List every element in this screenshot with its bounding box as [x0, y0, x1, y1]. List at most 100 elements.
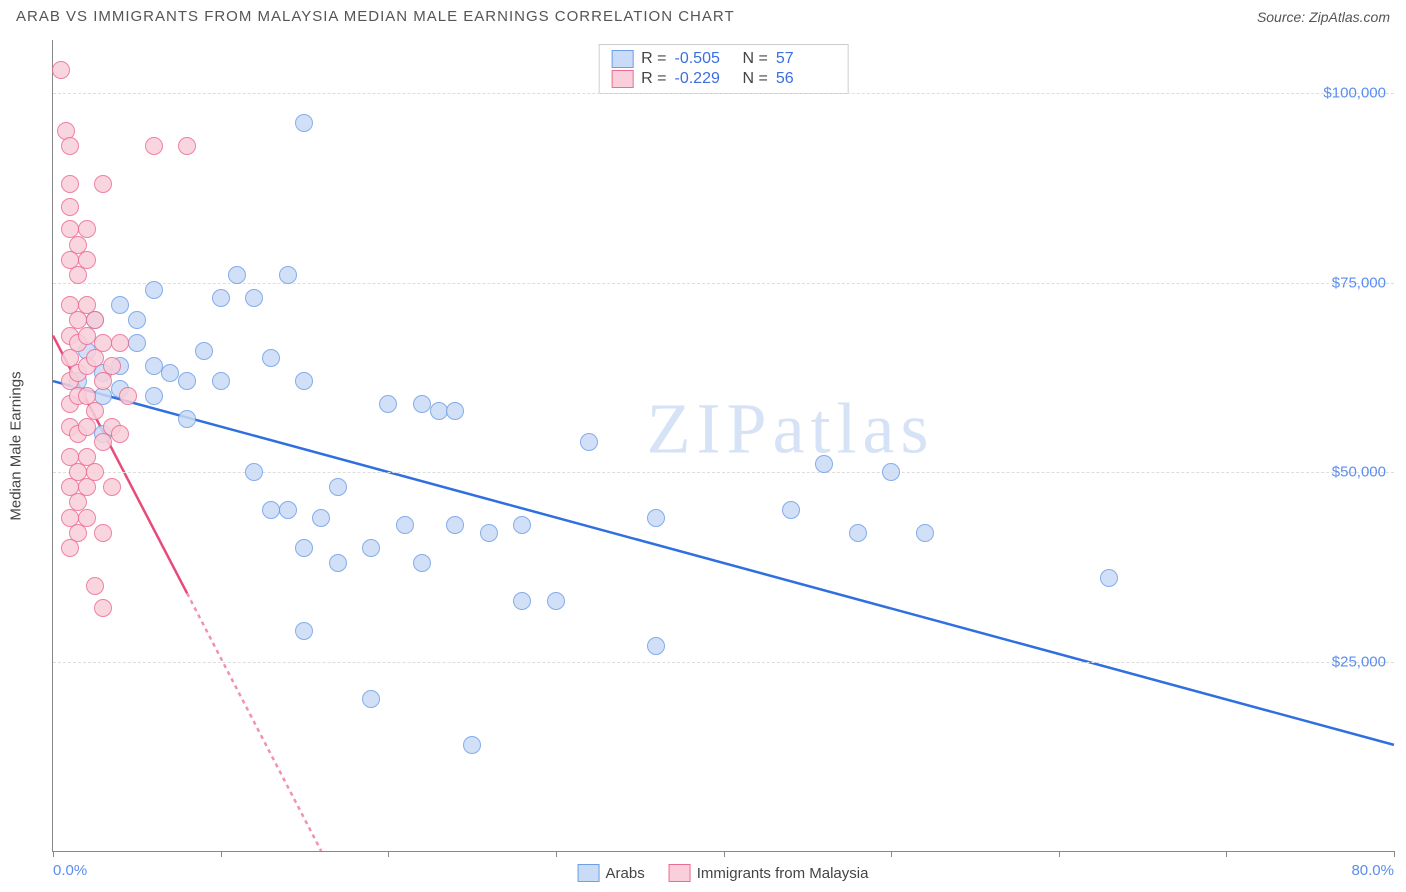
data-point	[86, 311, 104, 329]
stats-r-label: R =	[641, 50, 666, 68]
data-point	[228, 266, 246, 284]
data-point	[279, 266, 297, 284]
gridline	[53, 283, 1394, 284]
data-point	[329, 478, 347, 496]
x-axis-start-label: 0.0%	[53, 862, 87, 879]
stats-n-value: 56	[776, 70, 836, 88]
data-point	[312, 509, 330, 527]
data-point	[547, 592, 565, 610]
x-tick	[53, 851, 54, 857]
data-point	[94, 599, 112, 617]
data-point	[379, 395, 397, 413]
legend-label-malaysia: Immigrants from Malaysia	[697, 865, 869, 882]
trend-lines-layer	[53, 40, 1394, 851]
stats-n-value: 57	[776, 50, 836, 68]
data-point	[195, 342, 213, 360]
data-point	[446, 402, 464, 420]
data-point	[396, 516, 414, 534]
data-point	[145, 137, 163, 155]
data-point	[52, 61, 70, 79]
data-point	[245, 463, 263, 481]
chart-area: ZIPatlas R =-0.505N =57R =-0.229N =56 $2…	[52, 40, 1394, 852]
stats-r-label: R =	[641, 70, 666, 88]
gridline	[53, 662, 1394, 663]
data-point	[580, 433, 598, 451]
data-point	[329, 554, 347, 572]
data-point	[362, 690, 380, 708]
stats-n-label: N =	[743, 70, 768, 88]
data-point	[103, 357, 121, 375]
data-point	[111, 425, 129, 443]
data-point	[178, 410, 196, 428]
x-tick	[1394, 851, 1395, 857]
data-point	[815, 455, 833, 473]
data-point	[161, 364, 179, 382]
data-point	[295, 372, 313, 390]
data-point	[61, 198, 79, 216]
plot-area: ZIPatlas R =-0.505N =57R =-0.229N =56 $2…	[52, 40, 1394, 852]
data-point	[178, 137, 196, 155]
data-point	[78, 220, 96, 238]
stats-row: R =-0.229N =56	[611, 69, 836, 89]
data-point	[413, 554, 431, 572]
legend-item-arabs: Arabs	[578, 864, 645, 882]
x-tick	[891, 851, 892, 857]
stats-r-value: -0.505	[675, 50, 735, 68]
legend-swatch-malaysia	[669, 864, 691, 882]
data-point	[128, 334, 146, 352]
y-axis-title: Median Male Earnings	[8, 371, 25, 520]
data-point	[78, 251, 96, 269]
data-point	[463, 736, 481, 754]
data-point	[145, 357, 163, 375]
data-point	[145, 281, 163, 299]
data-point	[245, 289, 263, 307]
data-point	[178, 372, 196, 390]
data-point	[882, 463, 900, 481]
y-tick-label: $75,000	[1332, 274, 1386, 291]
data-point	[362, 539, 380, 557]
data-point	[86, 463, 104, 481]
data-point	[782, 501, 800, 519]
chart-title: ARAB VS IMMIGRANTS FROM MALAYSIA MEDIAN …	[16, 8, 735, 25]
data-point	[1100, 569, 1118, 587]
source-attribution: Source: ZipAtlas.com	[1257, 9, 1390, 25]
data-point	[262, 349, 280, 367]
x-tick	[1059, 851, 1060, 857]
x-tick	[724, 851, 725, 857]
data-point	[212, 372, 230, 390]
legend-swatch-arabs	[578, 864, 600, 882]
stats-swatch	[611, 70, 633, 88]
data-point	[849, 524, 867, 542]
legend-label-arabs: Arabs	[606, 865, 645, 882]
stats-n-label: N =	[743, 50, 768, 68]
gridline	[53, 93, 1394, 94]
x-axis-end-label: 80.0%	[1351, 862, 1394, 879]
data-point	[647, 637, 665, 655]
data-point	[111, 334, 129, 352]
data-point	[413, 395, 431, 413]
data-point	[262, 501, 280, 519]
legend: Arabs Immigrants from Malaysia	[578, 864, 869, 882]
stats-row: R = -0.505 N = 57	[611, 49, 836, 69]
y-tick-label: $100,000	[1323, 85, 1386, 102]
data-point	[111, 296, 129, 314]
stats-box: R =-0.505N =57R =-0.229N =56	[598, 44, 849, 94]
data-point	[480, 524, 498, 542]
data-point	[295, 539, 313, 557]
y-tick-label: $50,000	[1332, 464, 1386, 481]
data-point	[119, 387, 137, 405]
data-point	[128, 311, 146, 329]
data-point	[916, 524, 934, 542]
x-tick	[556, 851, 557, 857]
data-point	[295, 114, 313, 132]
x-tick	[221, 851, 222, 857]
data-point	[61, 137, 79, 155]
data-point	[647, 509, 665, 527]
stats-swatch	[611, 50, 633, 68]
y-tick-label: $25,000	[1332, 653, 1386, 670]
data-point	[279, 501, 297, 519]
data-point	[86, 577, 104, 595]
data-point	[78, 509, 96, 527]
data-point	[513, 592, 531, 610]
data-point	[295, 622, 313, 640]
